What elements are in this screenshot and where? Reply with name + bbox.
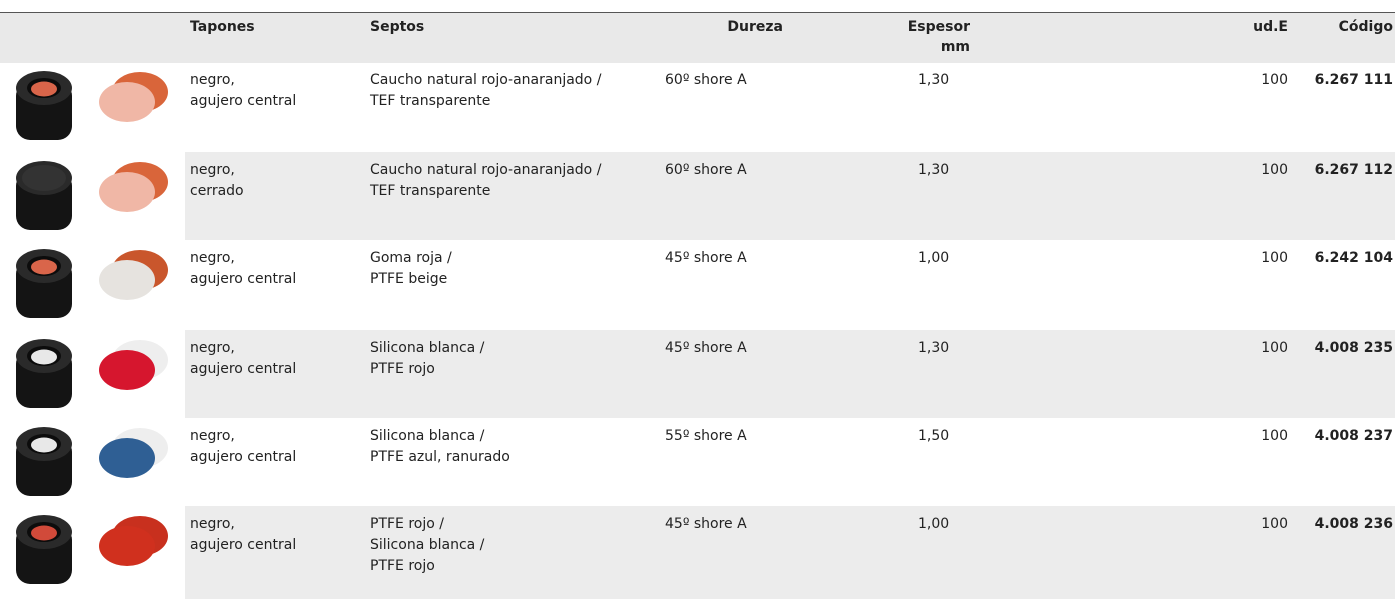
cell-dureza: 45º shore A: [665, 340, 747, 356]
cell-espesor: 1,30: [918, 72, 950, 88]
cell-codigo: 6.242 104: [1314, 250, 1393, 266]
text-line: PTFE rojo /: [370, 516, 444, 532]
text-line: Silicona blanca /: [370, 428, 485, 444]
cap-icon: [16, 71, 72, 140]
table-row: negro, agujero central Silicona blanca / PT…: [0, 418, 1395, 506]
cell-dureza: 45º shore A: [665, 516, 747, 532]
text-line: TEF transparente: [370, 93, 491, 109]
cell-dureza: 45º shore A: [665, 250, 747, 266]
text-line: Goma roja /: [370, 250, 452, 266]
header-cell: Código: [1338, 19, 1393, 35]
text-line: Silicona blanca /: [370, 340, 485, 356]
text-line: PTFE beige: [370, 271, 448, 287]
cap-icon: [16, 427, 72, 496]
cell-septo: Silicona blanca / PTFE azul, ranurado: [370, 426, 510, 468]
text-line: PTFE rojo: [370, 361, 435, 377]
septum-icon: [99, 340, 168, 390]
text-line: negro,: [190, 516, 235, 532]
text-line: TEF transparente: [370, 183, 491, 199]
cell-tapon: negro, cerrado: [190, 160, 244, 202]
text-line: agujero central: [190, 449, 297, 465]
cell-espesor: 1,30: [918, 340, 950, 356]
cell-tapon: negro, agujero central: [190, 70, 296, 112]
text-line: negro,: [190, 162, 235, 178]
septum-icon: [99, 250, 168, 300]
text-line: agujero central: [190, 361, 297, 377]
text-line: Caucho natural rojo-anaranjado /: [370, 72, 602, 88]
cell-ude: 100: [1261, 250, 1288, 266]
text-line: agujero central: [190, 271, 297, 287]
cell-ude: 100: [1261, 162, 1288, 178]
text-line: Caucho natural rojo-anaranjado /: [370, 162, 602, 178]
cap-icon: [16, 339, 72, 408]
row-background: [185, 152, 1395, 240]
table-row: negro, agujero central Goma roja / PTFE bei…: [0, 240, 1395, 330]
header-cell: Espesor mm: [908, 17, 970, 57]
septum-icon: [99, 72, 168, 122]
cap-icon: [16, 249, 72, 318]
cell-codigo: 6.267 111: [1314, 72, 1393, 88]
header-line: Espesor: [907, 19, 970, 35]
septum-icon: [99, 428, 168, 478]
cap-icon: [16, 515, 72, 584]
cell-dureza: 55º shore A: [665, 428, 747, 444]
cell-ude: 100: [1261, 516, 1288, 532]
table-row: negro, agujero central PTFE rojo / Silicona…: [0, 506, 1395, 599]
cell-septo: Silicona blanca / PTFE rojo: [370, 338, 484, 380]
text-line: PTFE rojo: [370, 558, 435, 574]
cell-dureza: 60º shore A: [665, 162, 747, 178]
text-line: PTFE azul, ranurado: [370, 449, 510, 465]
text-line: agujero central: [190, 537, 297, 553]
row-background: [185, 330, 1395, 418]
cell-ude: 100: [1261, 428, 1288, 444]
text-line: negro,: [190, 340, 235, 356]
cell-dureza: 60º shore A: [665, 72, 747, 88]
cell-ude: 100: [1261, 72, 1288, 88]
septum-icon: [99, 162, 168, 212]
text-line: Silicona blanca /: [370, 537, 485, 553]
cap-icon: [16, 161, 72, 230]
header-line: mm: [940, 39, 970, 55]
text-line: negro,: [190, 250, 235, 266]
cell-codigo: 4.008 235: [1314, 340, 1393, 356]
cell-espesor: 1,30: [918, 162, 950, 178]
cell-tapon: negro, agujero central: [190, 514, 296, 556]
septum-icon: [99, 516, 168, 566]
header-cell: Septos: [370, 19, 425, 35]
cell-espesor: 1,00: [918, 516, 950, 532]
cell-espesor: 1,00: [918, 250, 950, 266]
cell-codigo: 4.008 237: [1314, 428, 1393, 444]
cell-septo: Caucho natural rojo-anaranjado / TEF tran…: [370, 160, 601, 202]
text-line: agujero central: [190, 93, 297, 109]
text-line: negro,: [190, 428, 235, 444]
cell-tapon: negro, agujero central: [190, 426, 296, 468]
table-row: negro, agujero central Caucho natural rojo…: [0, 62, 1395, 152]
cell-tapon: negro, agujero central: [190, 338, 296, 380]
text-line: negro,: [190, 72, 235, 88]
cell-tapon: negro, agujero central: [190, 248, 296, 290]
table-row: negro, cerrado Caucho natural rojo-anaranj…: [0, 152, 1395, 240]
table-header: Tapones Septos Dureza Espesor mm ud.E Có…: [0, 12, 1395, 63]
cell-codigo: 4.008 236: [1314, 516, 1393, 532]
text-line: cerrado: [190, 183, 244, 199]
table-row: negro, agujero central Silicona blanca / PT…: [0, 330, 1395, 418]
cell-codigo: 6.267 112: [1314, 162, 1393, 178]
header-cell: ud.E: [1253, 19, 1288, 35]
row-background: [185, 506, 1395, 599]
cell-espesor: 1,50: [918, 428, 950, 444]
header-cell: Tapones: [190, 19, 255, 35]
header-cell: Dureza: [727, 19, 783, 35]
cell-ude: 100: [1261, 340, 1288, 356]
cell-septo: Caucho natural rojo-anaranjado / TEF tran…: [370, 70, 601, 112]
cell-septo: Goma roja / PTFE beige: [370, 248, 452, 290]
cell-septo: PTFE rojo / Silicona blanca / PTFE rojo: [370, 514, 484, 577]
